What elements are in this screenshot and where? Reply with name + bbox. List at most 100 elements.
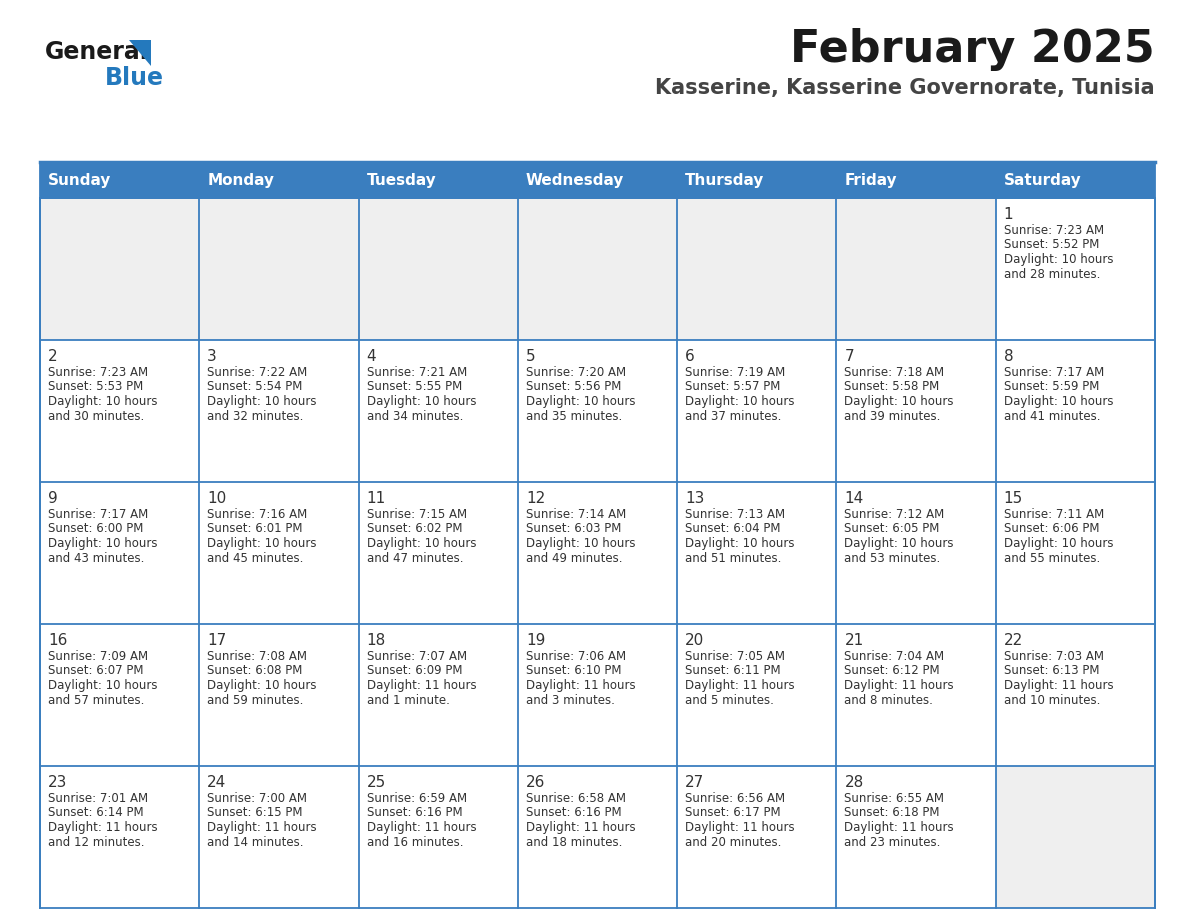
Text: Kasserine, Kasserine Governorate, Tunisia: Kasserine, Kasserine Governorate, Tunisi… bbox=[656, 78, 1155, 98]
Text: Sunrise: 7:20 AM: Sunrise: 7:20 AM bbox=[526, 366, 626, 379]
Bar bbox=[200, 198, 359, 340]
Text: Sunset: 6:11 PM: Sunset: 6:11 PM bbox=[685, 665, 781, 677]
Bar bbox=[518, 482, 677, 624]
Text: and 16 minutes.: and 16 minutes. bbox=[367, 835, 463, 848]
Text: and 23 minutes.: and 23 minutes. bbox=[845, 835, 941, 848]
Text: and 30 minutes.: and 30 minutes. bbox=[48, 409, 144, 422]
Text: Daylight: 10 hours: Daylight: 10 hours bbox=[48, 395, 158, 408]
Text: and 59 minutes.: and 59 minutes. bbox=[207, 693, 304, 707]
Bar bbox=[40, 198, 200, 340]
Text: Daylight: 10 hours: Daylight: 10 hours bbox=[48, 537, 158, 550]
Text: Saturday: Saturday bbox=[1004, 173, 1081, 187]
Text: 1: 1 bbox=[1004, 207, 1013, 222]
Text: Sunrise: 7:16 AM: Sunrise: 7:16 AM bbox=[207, 508, 308, 521]
Text: Sunrise: 6:58 AM: Sunrise: 6:58 AM bbox=[526, 792, 626, 805]
Text: Daylight: 11 hours: Daylight: 11 hours bbox=[367, 821, 476, 834]
Text: Daylight: 10 hours: Daylight: 10 hours bbox=[526, 395, 636, 408]
Text: 26: 26 bbox=[526, 775, 545, 790]
Text: 27: 27 bbox=[685, 775, 704, 790]
Text: Sunrise: 7:13 AM: Sunrise: 7:13 AM bbox=[685, 508, 785, 521]
Text: Sunrise: 7:12 AM: Sunrise: 7:12 AM bbox=[845, 508, 944, 521]
Text: and 34 minutes.: and 34 minutes. bbox=[367, 409, 463, 422]
Text: Sunset: 6:16 PM: Sunset: 6:16 PM bbox=[526, 807, 621, 820]
Text: Sunrise: 7:23 AM: Sunrise: 7:23 AM bbox=[48, 366, 148, 379]
Text: 16: 16 bbox=[48, 633, 68, 648]
Text: Sunset: 6:03 PM: Sunset: 6:03 PM bbox=[526, 522, 621, 535]
Text: Daylight: 11 hours: Daylight: 11 hours bbox=[48, 821, 158, 834]
Text: Daylight: 10 hours: Daylight: 10 hours bbox=[367, 395, 476, 408]
Text: and 47 minutes.: and 47 minutes. bbox=[367, 552, 463, 565]
Bar bbox=[996, 482, 1155, 624]
Text: Daylight: 10 hours: Daylight: 10 hours bbox=[685, 395, 795, 408]
Text: Sunrise: 7:17 AM: Sunrise: 7:17 AM bbox=[1004, 366, 1104, 379]
Text: 19: 19 bbox=[526, 633, 545, 648]
Text: Sunset: 5:59 PM: Sunset: 5:59 PM bbox=[1004, 380, 1099, 394]
Text: Daylight: 11 hours: Daylight: 11 hours bbox=[845, 821, 954, 834]
Text: Sunrise: 6:56 AM: Sunrise: 6:56 AM bbox=[685, 792, 785, 805]
Text: Sunset: 5:53 PM: Sunset: 5:53 PM bbox=[48, 380, 144, 394]
Bar bbox=[518, 624, 677, 766]
Text: 20: 20 bbox=[685, 633, 704, 648]
Text: and 12 minutes.: and 12 minutes. bbox=[48, 835, 145, 848]
Text: Sunrise: 6:55 AM: Sunrise: 6:55 AM bbox=[845, 792, 944, 805]
Bar bbox=[40, 766, 200, 908]
Text: Sunset: 5:56 PM: Sunset: 5:56 PM bbox=[526, 380, 621, 394]
Text: Sunset: 5:55 PM: Sunset: 5:55 PM bbox=[367, 380, 462, 394]
Text: Sunset: 5:52 PM: Sunset: 5:52 PM bbox=[1004, 239, 1099, 252]
Bar bbox=[836, 766, 996, 908]
Text: Sunset: 6:16 PM: Sunset: 6:16 PM bbox=[367, 807, 462, 820]
Text: Sunset: 6:13 PM: Sunset: 6:13 PM bbox=[1004, 665, 1099, 677]
Bar bbox=[518, 162, 677, 198]
Bar bbox=[677, 624, 836, 766]
Text: Daylight: 11 hours: Daylight: 11 hours bbox=[845, 679, 954, 692]
Text: Sunrise: 7:00 AM: Sunrise: 7:00 AM bbox=[207, 792, 308, 805]
Text: 6: 6 bbox=[685, 349, 695, 364]
Text: General: General bbox=[45, 40, 148, 64]
Bar bbox=[996, 198, 1155, 340]
Text: Daylight: 10 hours: Daylight: 10 hours bbox=[207, 395, 317, 408]
Text: and 53 minutes.: and 53 minutes. bbox=[845, 552, 941, 565]
Bar bbox=[200, 766, 359, 908]
Text: and 20 minutes.: and 20 minutes. bbox=[685, 835, 782, 848]
Bar bbox=[359, 482, 518, 624]
Text: and 43 minutes.: and 43 minutes. bbox=[48, 552, 145, 565]
Text: 21: 21 bbox=[845, 633, 864, 648]
Text: Sunset: 6:10 PM: Sunset: 6:10 PM bbox=[526, 665, 621, 677]
Text: and 39 minutes.: and 39 minutes. bbox=[845, 409, 941, 422]
Text: Sunset: 6:14 PM: Sunset: 6:14 PM bbox=[48, 807, 144, 820]
Text: Sunset: 6:07 PM: Sunset: 6:07 PM bbox=[48, 665, 144, 677]
Text: Daylight: 11 hours: Daylight: 11 hours bbox=[526, 821, 636, 834]
Text: 7: 7 bbox=[845, 349, 854, 364]
Text: Sunset: 6:04 PM: Sunset: 6:04 PM bbox=[685, 522, 781, 535]
Text: Daylight: 11 hours: Daylight: 11 hours bbox=[685, 821, 795, 834]
Bar bbox=[518, 340, 677, 482]
Bar bbox=[996, 766, 1155, 908]
Text: Daylight: 11 hours: Daylight: 11 hours bbox=[1004, 679, 1113, 692]
Text: Daylight: 10 hours: Daylight: 10 hours bbox=[845, 537, 954, 550]
Text: Daylight: 10 hours: Daylight: 10 hours bbox=[1004, 537, 1113, 550]
Bar bbox=[836, 198, 996, 340]
Text: Sunrise: 7:19 AM: Sunrise: 7:19 AM bbox=[685, 366, 785, 379]
Text: Sunrise: 7:08 AM: Sunrise: 7:08 AM bbox=[207, 650, 308, 663]
Bar bbox=[677, 198, 836, 340]
Text: Daylight: 10 hours: Daylight: 10 hours bbox=[207, 537, 317, 550]
Polygon shape bbox=[129, 40, 151, 66]
Bar bbox=[836, 482, 996, 624]
Text: and 28 minutes.: and 28 minutes. bbox=[1004, 267, 1100, 281]
Text: Daylight: 10 hours: Daylight: 10 hours bbox=[685, 537, 795, 550]
Text: Sunrise: 6:59 AM: Sunrise: 6:59 AM bbox=[367, 792, 467, 805]
Text: Sunset: 6:18 PM: Sunset: 6:18 PM bbox=[845, 807, 940, 820]
Bar bbox=[518, 198, 677, 340]
Text: Sunset: 6:02 PM: Sunset: 6:02 PM bbox=[367, 522, 462, 535]
Text: 9: 9 bbox=[48, 491, 58, 506]
Text: and 55 minutes.: and 55 minutes. bbox=[1004, 552, 1100, 565]
Text: Daylight: 10 hours: Daylight: 10 hours bbox=[845, 395, 954, 408]
Bar bbox=[677, 340, 836, 482]
Text: and 32 minutes.: and 32 minutes. bbox=[207, 409, 304, 422]
Bar bbox=[40, 624, 200, 766]
Text: Daylight: 11 hours: Daylight: 11 hours bbox=[526, 679, 636, 692]
Text: and 35 minutes.: and 35 minutes. bbox=[526, 409, 623, 422]
Bar bbox=[836, 624, 996, 766]
Bar bbox=[200, 482, 359, 624]
Text: Daylight: 11 hours: Daylight: 11 hours bbox=[367, 679, 476, 692]
